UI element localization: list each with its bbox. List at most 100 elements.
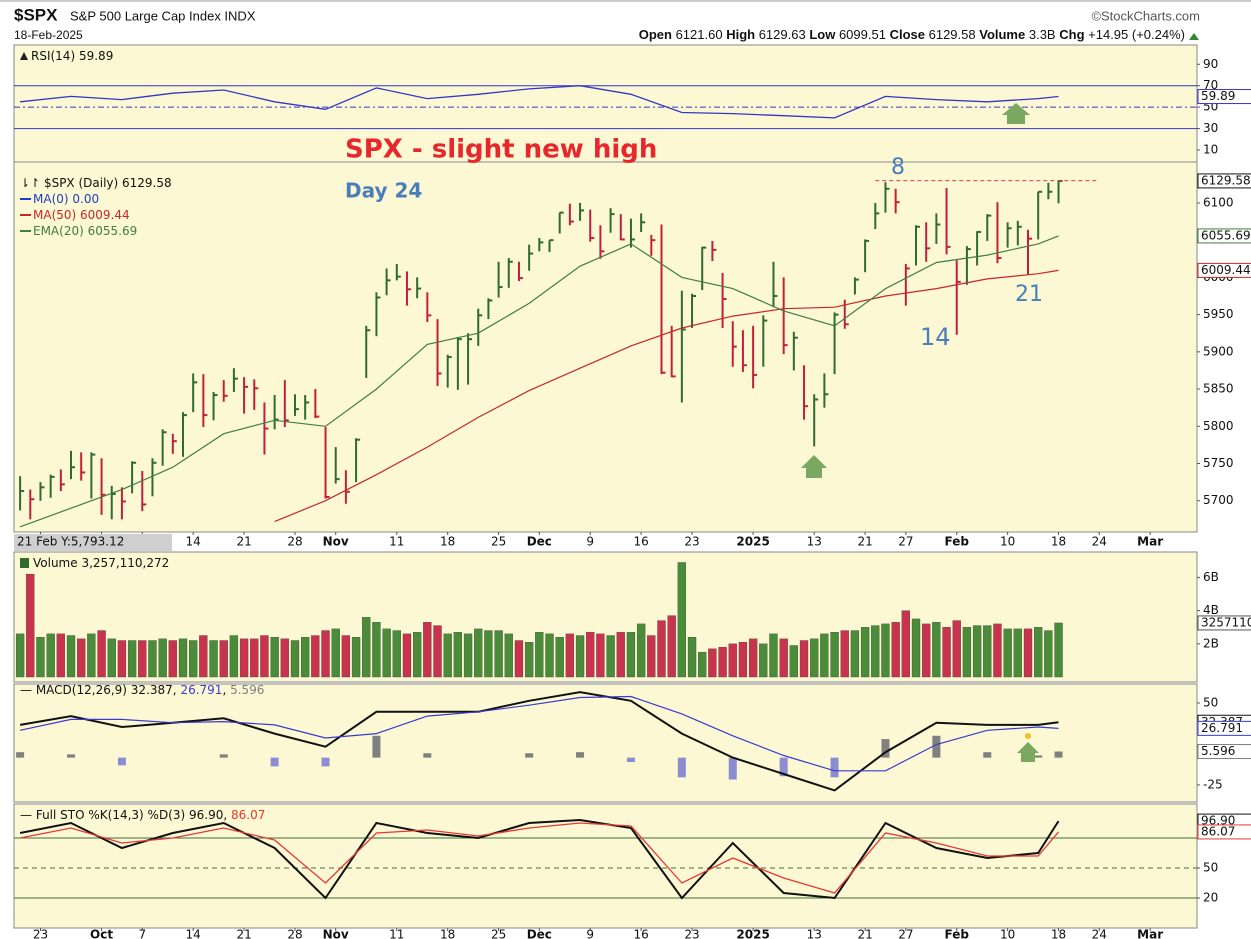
volume-bar xyxy=(738,642,748,678)
text-part: 32.387 xyxy=(131,683,173,697)
volume-bar xyxy=(799,640,809,678)
volume-bar xyxy=(1034,627,1043,678)
x-tick-label: 21 xyxy=(236,928,251,939)
volume-bar xyxy=(260,635,269,678)
volume-bar xyxy=(443,633,452,678)
text-part: MACD(12,26,9) xyxy=(36,683,127,697)
series-line xyxy=(19,695,1059,772)
brand: ©StockCharts.com xyxy=(1091,8,1200,23)
text-part: 86.07 xyxy=(231,808,265,822)
volume-bar xyxy=(942,627,951,678)
x-tick-label: Feb xyxy=(945,928,970,939)
value-box-frame xyxy=(1197,720,1251,736)
volume-bar xyxy=(972,625,982,678)
text-part: MA(0) xyxy=(33,192,69,206)
date: 18-Feb-2025 xyxy=(14,28,83,42)
x-tick-label: 23 xyxy=(684,928,699,939)
y-tick-label: 5950 xyxy=(1203,307,1234,321)
x-tick-label: 18 xyxy=(440,535,455,549)
y-tick-label: 10 xyxy=(1203,143,1218,157)
volume-bar xyxy=(280,638,289,678)
value-box: 6055.69 xyxy=(1197,228,1251,244)
y-tick-label: 5900 xyxy=(1203,344,1234,358)
volume-bar xyxy=(382,628,391,678)
series-line xyxy=(20,85,1059,119)
legend: MA(0) 0.00 xyxy=(33,192,99,206)
volume-bar xyxy=(586,632,595,678)
text-part: 6129.63 xyxy=(759,27,806,42)
y-tick-label: 5750 xyxy=(1203,456,1234,470)
legend: — MACD(12,26,9) 32.387, 26.791, 5.596 xyxy=(20,683,264,697)
x-tick-label: Nov xyxy=(323,928,349,939)
volume-bar xyxy=(952,620,961,678)
volume-bar xyxy=(1023,628,1033,678)
text-part: 26.791 xyxy=(180,683,222,697)
y-tick-label: -25 xyxy=(1203,777,1223,791)
x-tick-label: 18 xyxy=(1051,535,1066,549)
volume-bar xyxy=(423,622,432,678)
volume-bar xyxy=(687,637,697,678)
volume-bar xyxy=(708,648,717,678)
volume-bar xyxy=(1013,628,1022,678)
x-tick-label: 18 xyxy=(440,928,455,939)
histogram-bar xyxy=(270,757,279,767)
volume-bar xyxy=(647,635,656,678)
y-tick-label: 6B xyxy=(1203,570,1219,584)
volume-bar xyxy=(810,638,819,678)
x-tick-label: 16 xyxy=(633,535,648,549)
volume-bar xyxy=(606,635,615,678)
volume-bar xyxy=(667,615,676,678)
annotation: SPX - slight new high xyxy=(345,135,657,165)
x-tick-label: 13 xyxy=(807,928,822,939)
x-tick-label: 21 xyxy=(236,535,251,549)
legend: EMA(20) 6055.69 xyxy=(33,224,137,238)
volume-bar xyxy=(372,622,381,678)
volume-bar xyxy=(718,646,727,678)
value-box-label: 6055.69 xyxy=(1201,228,1251,242)
x-tick-label: 18 xyxy=(1051,928,1066,939)
volume-bar xyxy=(229,635,239,678)
volume-bar xyxy=(698,651,707,678)
text-part: $SPX (Daily) xyxy=(44,176,118,190)
volume-bar xyxy=(962,627,972,678)
histogram-bar xyxy=(881,739,890,758)
volume-bar xyxy=(392,630,401,678)
x-tick-label: 11 xyxy=(389,928,404,939)
volume-bar xyxy=(453,632,463,678)
volume-bar xyxy=(636,623,646,678)
volume-bar xyxy=(250,638,259,678)
volume-bar xyxy=(1003,628,1012,678)
value-box: 59.89 xyxy=(1197,89,1251,105)
volume-bar xyxy=(504,633,513,678)
histogram-bar xyxy=(983,752,992,758)
arrow xyxy=(1002,103,1030,124)
x-tick-label: 2025 xyxy=(736,535,769,549)
x-tick-label: 25 xyxy=(491,928,506,939)
annotation: 21 xyxy=(1015,282,1043,307)
text-part: 6129.58 xyxy=(929,27,976,42)
volume-bar xyxy=(657,620,666,678)
cursor-label: 21 Feb Y:5,793.12 xyxy=(17,535,124,549)
volume-bar xyxy=(494,630,503,678)
legend: MA(50) 6009.44 xyxy=(33,208,130,222)
volume-bar xyxy=(341,635,351,678)
annotation: Day 24 xyxy=(345,179,422,203)
volume-bar xyxy=(138,640,147,678)
y-tick-label: 20 xyxy=(1203,891,1218,905)
histogram-bar xyxy=(525,753,534,758)
histogram-bar xyxy=(117,757,126,766)
arrow xyxy=(801,455,827,478)
volume-bar xyxy=(677,562,687,678)
text-part: 5.596 xyxy=(230,683,264,697)
volume-bar xyxy=(850,630,860,678)
volume-bar xyxy=(575,635,585,678)
value-box: 3257110272 xyxy=(1197,615,1251,631)
x-tick-label: Nov xyxy=(323,535,349,549)
text-part: Chg xyxy=(1059,27,1084,42)
x-tick-label: 27 xyxy=(898,928,913,939)
histogram-bar xyxy=(626,757,635,763)
x-tick-label: 23 xyxy=(684,535,699,549)
panel-background xyxy=(13,44,1198,163)
value-box-frame xyxy=(1197,89,1251,105)
volume-bar xyxy=(993,623,1002,678)
